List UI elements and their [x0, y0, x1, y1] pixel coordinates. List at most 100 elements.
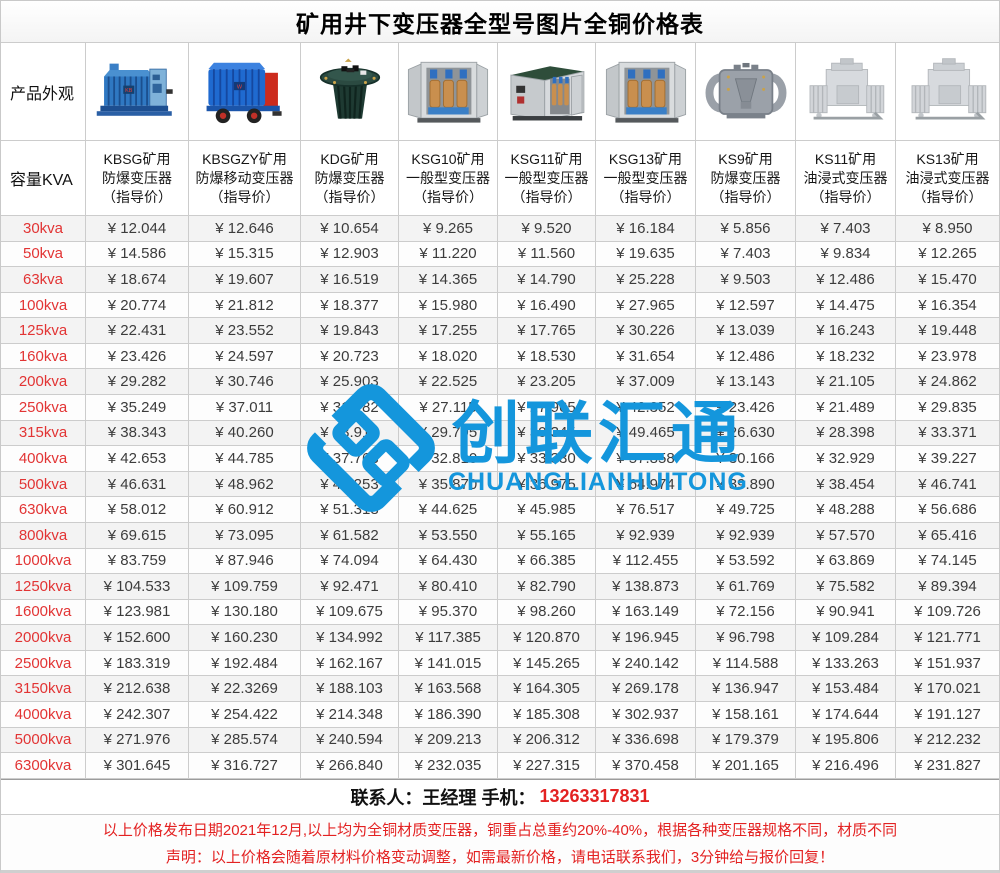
price-cell: ¥ 98.260	[498, 599, 596, 626]
price-cell: ¥ 30.166	[696, 446, 796, 472]
price-cell: ¥ 73.095	[189, 522, 301, 549]
price-cell: ¥ 87.946	[189, 548, 301, 575]
price-cell: ¥ 162.167	[301, 650, 399, 677]
price-cell: ¥ 40.260	[189, 420, 301, 447]
price-cell: ¥ 285.574	[189, 727, 301, 754]
price-cell: ¥ 30.226	[596, 318, 696, 344]
column-header-line: 防爆变压器	[314, 169, 385, 186]
kbsg-transformer-image: KB	[96, 63, 173, 116]
price-cell: ¥ 89.394	[896, 574, 999, 600]
capacity-cell: 630kva	[1, 497, 86, 523]
ks13-transformer-image	[911, 57, 986, 119]
column-header-line: （指导价）	[610, 188, 681, 205]
price-cell: ¥ 46.631	[86, 471, 189, 498]
price-cell: ¥ 104.533	[86, 574, 189, 600]
price-cell: ¥ 69.615	[86, 522, 189, 549]
price-cell: ¥ 24.862	[896, 369, 999, 396]
contact-label: 联系人：王经理 手机：	[350, 787, 536, 808]
capacity-cell: 160kva	[1, 343, 86, 370]
price-cell: ¥ 121.771	[896, 625, 999, 651]
svg-text:W: W	[236, 84, 242, 90]
price-cell: ¥ 39.890	[696, 471, 796, 498]
price-cell: ¥ 227.315	[498, 753, 596, 779]
column-header-line: 一般型变压器	[603, 169, 688, 186]
price-cell: ¥ 19.843	[301, 318, 399, 344]
price-cell: ¥ 37.763	[301, 446, 399, 472]
price-cell: ¥ 38.343	[86, 420, 189, 447]
price-cell: ¥ 31.654	[596, 343, 696, 370]
price-cell: ¥ 109.759	[189, 574, 301, 600]
price-cell: ¥ 271.976	[86, 727, 189, 754]
price-cell: ¥ 117.385	[399, 625, 498, 651]
column-header-line: KBSGZY矿用	[202, 150, 287, 167]
column-header-line: （指导价）	[511, 188, 582, 205]
column-header-line: KBSG矿用	[103, 150, 171, 167]
price-cell: ¥ 16.519	[301, 267, 399, 293]
price-cell: ¥ 133.263	[796, 650, 896, 677]
column-header-line: （指导价）	[912, 188, 983, 205]
price-cell: ¥ 19.635	[596, 241, 696, 268]
price-cell: ¥ 19.607	[189, 267, 301, 293]
price-cell: ¥ 33.330	[498, 446, 596, 472]
column-header-line: （指导价）	[314, 188, 385, 205]
price-cell: ¥ 33.371	[896, 420, 999, 447]
price-cell: ¥ 65.416	[896, 522, 999, 549]
price-cell: ¥ 5.856	[696, 216, 796, 242]
price-cell: ¥ 45.985	[498, 497, 596, 523]
price-cell: ¥ 24.597	[189, 343, 301, 370]
price-cell: ¥ 19.448	[896, 318, 999, 344]
price-cell: ¥ 302.937	[596, 701, 696, 728]
column-header-line: （指导价）	[209, 188, 280, 205]
price-cell: ¥ 212.638	[86, 676, 189, 702]
price-cell: ¥ 21.105	[796, 369, 896, 396]
price-cell: ¥ 370.458	[596, 753, 696, 779]
price-cell: ¥ 12.597	[696, 292, 796, 319]
price-cell: ¥ 141.015	[399, 650, 498, 677]
price-cell: ¥ 17.765	[498, 318, 596, 344]
price-cell: ¥ 31.182	[301, 395, 399, 421]
price-cell: ¥ 201.165	[696, 753, 796, 779]
product-image-cell	[301, 43, 399, 141]
price-cell: ¥ 76.517	[596, 497, 696, 523]
column-header-line: 一般型变压器	[504, 169, 589, 186]
price-cell: ¥ 216.496	[796, 753, 896, 779]
price-cell: ¥ 41.253	[301, 471, 399, 498]
column-header-line: 防爆变压器	[102, 169, 172, 186]
price-cell: ¥ 145.265	[498, 650, 596, 677]
price-cell: ¥ 18.674	[86, 267, 189, 293]
price-cell: ¥ 114.588	[696, 650, 796, 677]
price-cell: ¥ 15.470	[896, 267, 999, 293]
column-header: KS9矿用 防爆变压器 （指导价）	[696, 141, 796, 216]
price-cell: ¥ 185.308	[498, 701, 596, 728]
product-image-cell	[696, 43, 796, 141]
price-cell: ¥ 12.044	[86, 216, 189, 242]
price-cell: ¥ 60.912	[189, 497, 301, 523]
appearance-row-label: 产品外观	[1, 43, 86, 141]
price-cell: ¥ 25.228	[596, 267, 696, 293]
capacity-cell: 1600kva	[1, 599, 86, 626]
capacity-row-label: 容量KVA	[1, 141, 86, 216]
price-cell: ¥ 196.945	[596, 625, 696, 651]
price-cell: ¥ 27.965	[596, 292, 696, 319]
price-cell: ¥ 29.835	[896, 395, 999, 421]
capacity-cell: 400kva	[1, 446, 86, 472]
price-cell: ¥ 17.255	[399, 318, 498, 344]
capacity-cell: 50kva	[1, 241, 86, 268]
price-cell: ¥ 164.305	[498, 676, 596, 702]
price-cell: ¥ 44.785	[189, 446, 301, 472]
price-cell: ¥ 9.834	[796, 241, 896, 268]
price-cell: ¥ 158.161	[696, 701, 796, 728]
product-image-cell	[498, 43, 596, 141]
price-cell: ¥ 56.686	[896, 497, 999, 523]
price-cell: ¥ 23.978	[896, 343, 999, 370]
price-cell: ¥ 32.810	[399, 446, 498, 472]
ksg13-transformer-image	[605, 61, 686, 123]
column-header-line: KS9矿用	[718, 150, 773, 167]
price-cell: ¥ 336.698	[596, 727, 696, 754]
price-cell: ¥ 57.858	[596, 446, 696, 472]
price-cell: ¥ 36.975	[498, 471, 596, 498]
price-cell: ¥ 11.560	[498, 241, 596, 268]
capacity-cell: 3150kva	[1, 676, 86, 702]
price-cell: ¥ 151.937	[896, 650, 999, 677]
price-cell: ¥ 152.600	[86, 625, 189, 651]
